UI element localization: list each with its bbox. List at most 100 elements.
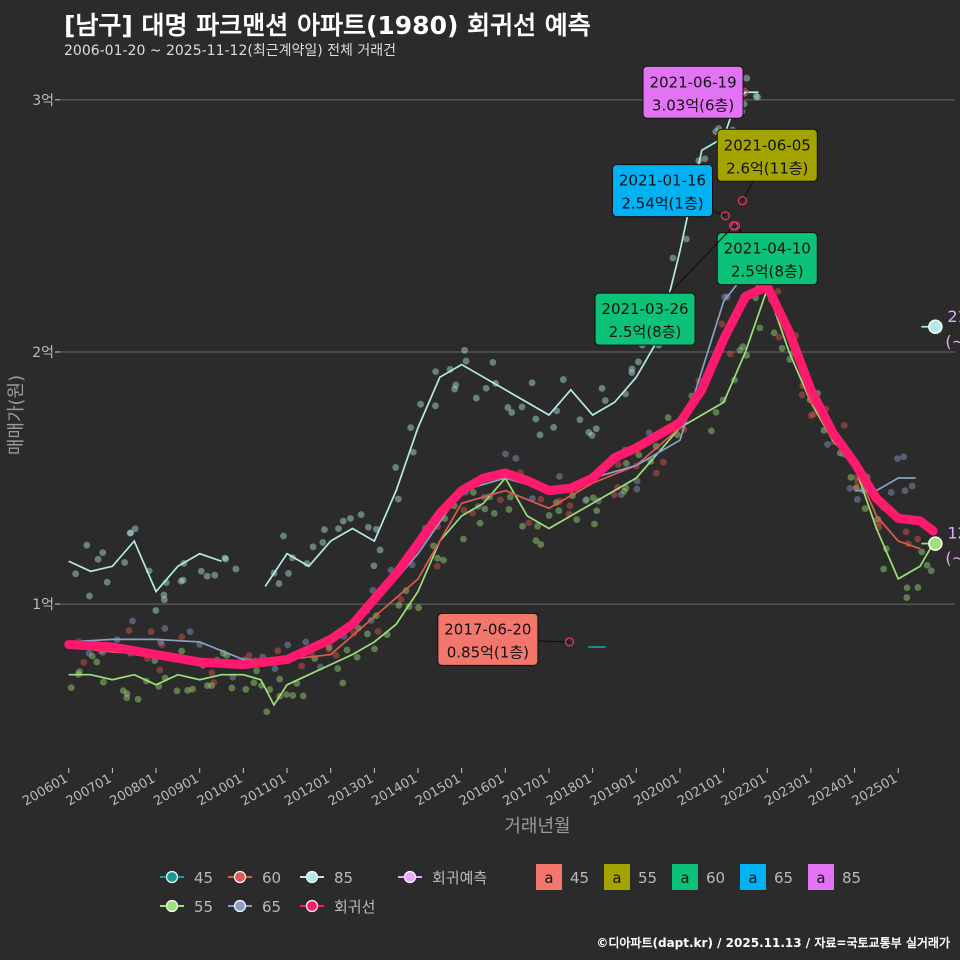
y-tick-label: 1억 [32,597,54,613]
annotation-box [716,232,818,286]
trade-point-55 [505,506,513,513]
annotation-point [720,211,730,221]
trade-point-85 [131,525,139,533]
trade-point-55 [847,473,855,481]
legend-label: 55 [638,869,657,887]
x-tick-label: 201901 [588,771,638,809]
trade-point-55 [100,678,107,686]
trade-point-60 [210,679,218,687]
annotation-date: 2017-06-20 [444,620,531,638]
annotation-price: 2.6억(11층) [726,159,808,177]
legend-key-marker [165,870,179,884]
trade-point-60 [156,666,164,674]
trade-point-85 [461,346,468,354]
trade-point-85 [347,515,354,522]
trade-point-65 [271,665,279,673]
annotation-date: 2021-04-10 [724,240,811,258]
trade-point-65 [894,455,901,462]
trade-point-55 [339,679,347,687]
trade-point-55 [469,489,477,496]
trade-point-60 [178,633,186,641]
trade-point-65 [161,625,169,632]
trade-point-55 [189,685,196,693]
trade-point-65 [502,450,509,458]
trade-point-60 [852,484,860,491]
y-tick-label: 3억 [32,93,54,109]
trade-point-85 [409,448,417,456]
annotation-box [594,292,696,346]
trade-point-85 [83,541,91,549]
trade-point-55 [266,686,274,693]
annotation-date: 2021-06-19 [649,73,736,91]
y-tick-label: 2억 [32,345,54,361]
trade-point-55 [184,687,192,694]
trade-point-60 [433,562,441,570]
trade-point-85 [339,517,347,525]
trade-point-55 [123,694,131,702]
trade-point-55 [739,343,747,351]
x-tick-label: 202401 [806,771,856,809]
trade-point-55 [364,630,371,638]
trade-point-85 [177,577,185,585]
x-tick-label: 200701 [64,771,114,809]
trade-point-65 [824,440,831,448]
legend-label-box-glyph: a [680,869,689,887]
trade-point-60 [374,628,382,635]
annotation-point [737,196,747,206]
legend-label: 85 [842,869,861,887]
legend-label: 65 [774,869,793,887]
trade-point-55 [440,556,447,564]
trade-point-65 [129,617,136,625]
trade-point-60 [840,421,848,429]
trade-point-85 [432,402,439,410]
trade-point-85 [221,554,229,562]
trade-point-85 [211,571,219,579]
trade-point-60 [397,596,405,603]
trade-point-55 [203,682,211,689]
legend-label-box [672,864,698,890]
trade-point-85 [222,555,230,563]
trade-point-85 [585,428,593,436]
trade-point-55 [253,667,261,675]
trade-point-85 [232,565,240,573]
trade-point-85 [592,425,600,433]
series-line-85 [264,91,759,587]
trade-point-85 [197,567,205,575]
legend-label: 65 [262,898,281,916]
trade-point-65 [85,649,93,657]
trade-point-55 [283,691,290,698]
trade-point-55 [736,346,744,354]
trade-point-55 [343,646,351,654]
trade-point-55 [476,519,484,527]
trade-point-55 [481,505,489,513]
trade-point-55 [402,587,410,594]
x-tick-label: 201301 [326,771,376,809]
legend: 45 60 85 회귀예측 55 65 회귀선 a 45 a 55 a 60 a 65 a 85 [160,864,861,916]
trade-point-65 [284,641,292,649]
trade-point-60 [525,519,533,527]
regression-line [64,281,938,670]
trade-point-55 [534,522,541,530]
trade-point-85 [635,358,642,366]
trade-point-85 [86,592,93,600]
trade-point-55 [415,604,422,612]
trade-point-85 [203,572,211,580]
annotation-date: 2021-06-05 [724,136,811,154]
trade-point-65 [854,496,861,503]
trade-point-55 [123,690,131,698]
annotation-box [437,612,539,666]
legend-label-box-glyph: a [748,869,757,887]
trade-point-55 [712,408,720,416]
trade-point-60 [914,535,922,543]
trade-point-65 [556,472,563,480]
trade-point-60 [774,287,782,295]
trade-point-85 [451,385,459,393]
annotation-price: 2.5억(8층) [731,263,804,281]
trade-point-85 [364,523,372,531]
trade-point-85 [682,235,690,243]
trade-point-55 [334,665,342,672]
legend-key-marker [403,870,417,884]
legend-label: 60 [706,869,725,887]
forecast-marker-85 [928,319,943,334]
forecast-value-55: 12,400 [947,524,960,543]
